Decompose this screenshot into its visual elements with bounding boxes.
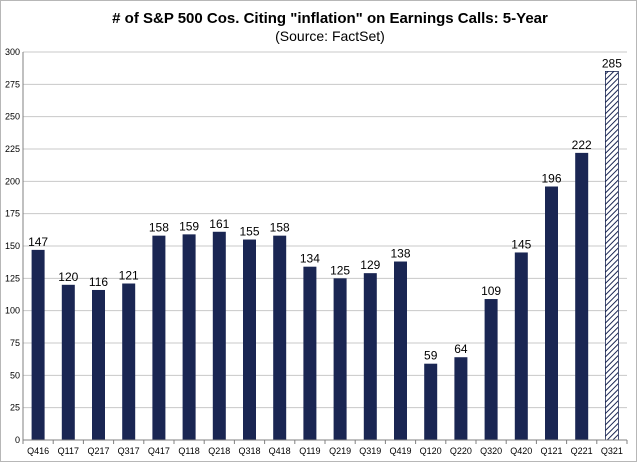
data-label-Q419: 138 [390,247,410,261]
x-tick-label-Q417: Q417 [148,446,170,456]
bar-Q417 [152,235,166,440]
y-tick-label: 300 [5,47,20,57]
data-label-Q418: 158 [270,221,290,235]
bar-Q318 [243,239,256,440]
data-label-Q318: 155 [239,225,259,239]
x-tick-label-Q419: Q419 [389,446,411,456]
data-label-Q217: 116 [89,275,108,289]
y-tick-label: 100 [5,306,20,316]
bar-Q319 [363,273,377,440]
bar-Q217 [92,289,105,440]
bar-Q117 [61,284,75,440]
y-tick-label: 75 [10,338,20,348]
bar-Q119 [303,266,317,440]
bar-Q218 [212,231,226,440]
data-label-Q120: 59 [424,349,438,363]
x-tick-label-Q117: Q117 [58,446,79,456]
x-tick-label-Q118: Q118 [178,446,199,456]
bar-Q220 [454,357,468,440]
data-label-Q319: 129 [360,258,380,272]
chart-subtitle: (Source: FactSet) [275,28,385,44]
x-tick-label-Q218: Q218 [208,446,230,456]
bar-Q219 [333,278,347,440]
bar-Q416 [31,249,45,440]
data-label-Q117: 120 [58,270,78,284]
x-tick-label-Q416: Q416 [27,446,49,456]
x-tick-label-Q221: Q221 [571,446,593,456]
x-tick-label-Q317: Q317 [118,446,140,456]
y-axis: 0 25 50 75 100 125 150 175 200 225 250 275 300 [5,47,24,445]
y-tick-label: 0 [15,435,20,445]
bar-Q320 [484,299,498,440]
y-tick-label: 125 [5,273,20,283]
y-tick-label: 150 [5,241,20,251]
data-label-Q221: 222 [572,138,592,152]
data-label-Q118: 159 [179,219,199,233]
data-label-Q417: 158 [149,221,169,235]
bar-Q419 [394,261,407,440]
y-tick-label: 250 [5,112,20,122]
y-tick-label: 275 [5,79,20,89]
bar-Q120 [424,363,438,440]
data-label-Q220: 64 [454,342,468,356]
bar-Q317 [122,283,136,440]
bar-Q418 [273,235,287,440]
x-tick-label-Q320: Q320 [480,446,502,456]
data-label-Q218: 161 [209,217,229,231]
x-tick-label-Q321: Q321 [601,446,623,456]
data-labels: 147 120 116 121 158 159 161 155 158 134 125 129 138 5… [28,56,622,362]
x-tick-label-Q119: Q119 [299,446,320,456]
x-tick-label-Q319: Q319 [359,446,381,456]
x-tick-label-Q121: Q121 [540,446,562,456]
y-tick-label: 25 [10,403,20,413]
data-label-Q420: 145 [511,237,531,251]
data-label-Q119: 134 [300,252,320,266]
data-label-Q219: 125 [330,263,350,277]
gridlines [23,51,627,441]
bar-Q121 [545,186,558,440]
y-tick-label: 50 [10,370,20,380]
data-label-Q317: 121 [119,269,139,283]
x-tick-label-Q418: Q418 [269,446,291,456]
y-tick-label: 200 [5,176,20,186]
y-tick-label: 175 [5,209,20,219]
bar-Q118 [182,234,196,440]
data-label-Q321: 285 [602,56,622,70]
data-label-Q121: 196 [541,172,561,186]
bar-Q321 [605,71,619,441]
y-tick-label: 225 [5,144,20,154]
x-tick-label-Q420: Q420 [510,446,532,456]
data-label-Q416: 147 [28,235,48,249]
x-tick-label-Q220: Q220 [450,446,472,456]
x-tick-label-Q219: Q219 [329,446,351,456]
chart-title: # of S&P 500 Cos. Citing "inflation" on … [112,10,548,27]
x-axis: Q416 Q117 Q217 Q317 Q417 Q118 Q218 Q318 Q418 Q119… [22,439,628,456]
x-tick-label-Q120: Q120 [420,446,442,456]
bar-Q221 [575,152,589,440]
x-tick-label-Q318: Q318 [238,446,260,456]
data-label-Q320: 109 [481,284,501,298]
bar-Q420 [514,252,528,440]
x-tick-label-Q217: Q217 [87,446,109,456]
bars [31,71,619,441]
